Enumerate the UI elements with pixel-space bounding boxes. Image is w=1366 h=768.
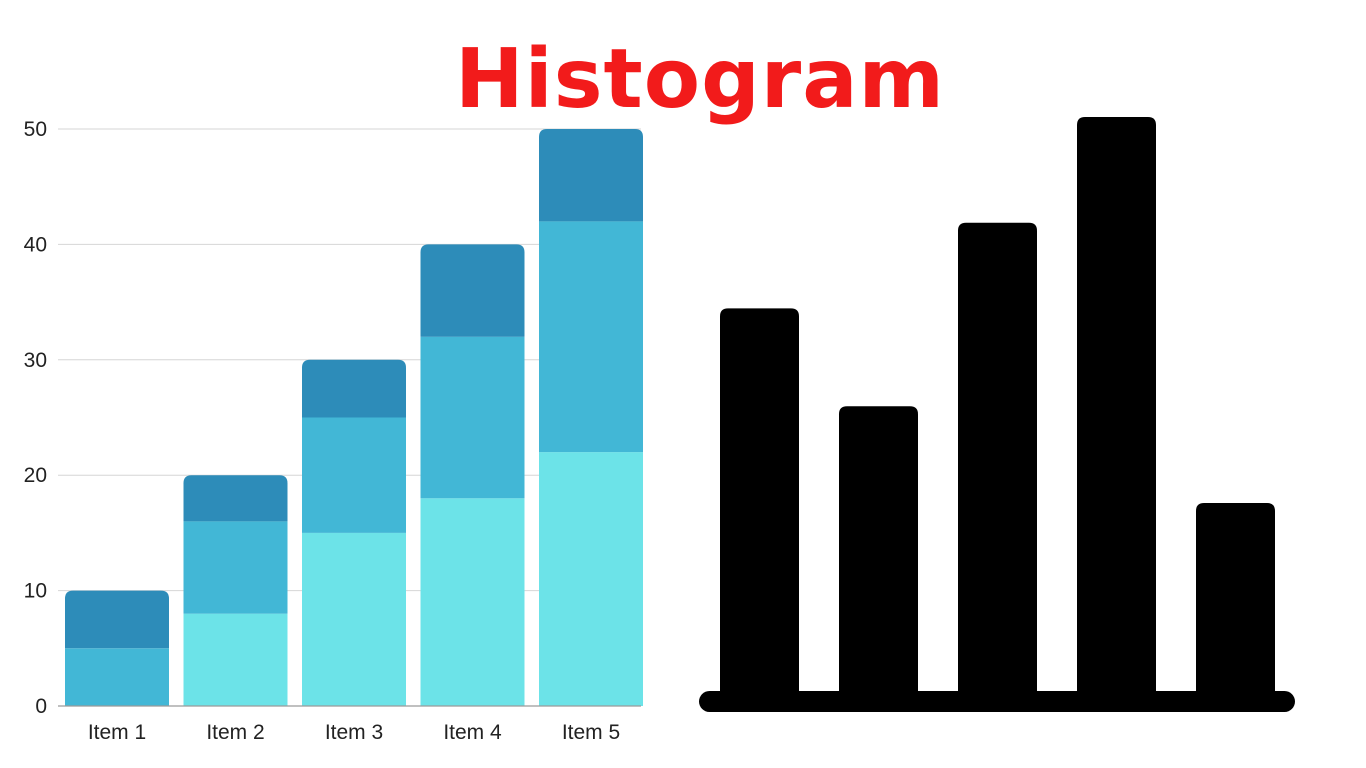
- bar-stack: [420, 244, 525, 706]
- histogram-icon-bar: [958, 222, 1037, 693]
- bar-segment: [420, 336, 525, 499]
- x-axis-labels: Item 1 Item 2 Item 3 Item 4 Item 5: [88, 721, 620, 744]
- bar-stack: [65, 590, 169, 706]
- bar-segment: [420, 244, 525, 337]
- page-title: Histogram: [455, 32, 945, 127]
- x-category-label: Item 2: [206, 721, 264, 744]
- bar-segment: [302, 417, 406, 533]
- histogram-icon-bars: [720, 117, 1275, 693]
- histogram-icon-baseline: [699, 691, 1295, 712]
- y-tick-label: 10: [24, 580, 47, 603]
- bar-segment: [420, 498, 525, 706]
- bar-segment: [302, 532, 406, 706]
- bar-segment: [539, 221, 643, 453]
- histogram-icon-bar: [839, 406, 918, 693]
- bar-stack: [539, 129, 643, 706]
- x-category-label: Item 1: [88, 721, 146, 744]
- bar-segment: [183, 521, 288, 614]
- bar-segment: [302, 359, 406, 418]
- y-axis-ticks: 0 10 20 30 40 50: [24, 118, 47, 718]
- x-category-label: Item 5: [562, 721, 620, 744]
- histogram-icon-bar: [1077, 117, 1156, 693]
- x-category-label: Item 3: [325, 721, 383, 744]
- bar-stack: [183, 475, 288, 706]
- histogram-icon-bar: [720, 308, 799, 693]
- bars: [65, 129, 643, 706]
- bar-segment: [65, 590, 169, 649]
- bar-stack: [302, 359, 406, 706]
- bar-segment: [183, 613, 288, 706]
- bar-segment: [65, 648, 169, 706]
- y-tick-label: 40: [24, 233, 47, 256]
- y-tick-label: 20: [24, 464, 47, 487]
- histogram-icon-bar: [1196, 503, 1275, 693]
- bar-segment: [539, 452, 643, 706]
- y-tick-label: 30: [24, 349, 47, 372]
- y-tick-label: 50: [24, 118, 47, 141]
- bar-segment: [183, 475, 288, 522]
- x-category-label: Item 4: [443, 721, 502, 744]
- y-tick-label: 0: [35, 695, 47, 718]
- bar-segment: [539, 129, 643, 222]
